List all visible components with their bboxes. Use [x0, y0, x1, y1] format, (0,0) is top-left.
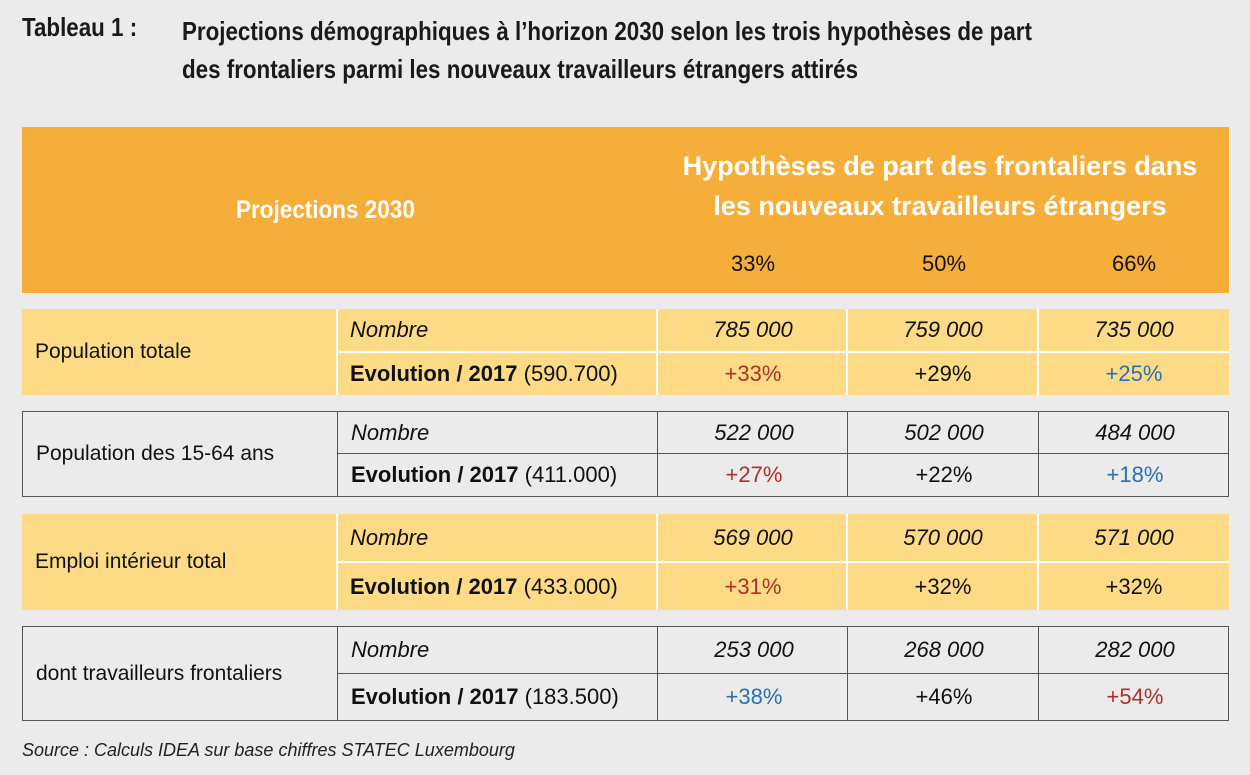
- hypotheses-line-1: Hypothèses de part des frontaliers dans: [682, 151, 1198, 181]
- row-group-population-15-64: Population des 15-64 ans Nombre Evolutio…: [22, 411, 1229, 497]
- nombre-label: Nombre: [350, 317, 429, 342]
- evolution-label: Evolution / 2017 (411.000): [339, 454, 657, 496]
- evolution-label: Evolution / 2017 (433.000): [338, 563, 656, 610]
- value-cell: 268 000: [904, 637, 984, 662]
- evolution-cell: +32%: [914, 573, 972, 599]
- value-cell: 502 000: [904, 419, 984, 445]
- value-cell: 785 000: [713, 317, 793, 342]
- evolution-cell: +33%: [724, 361, 782, 386]
- evolution-cell: +32%: [1105, 573, 1163, 599]
- value-cell: 735 000: [1094, 317, 1174, 342]
- nombre-label: Nombre: [351, 419, 430, 445]
- value-cell: 569 000: [713, 524, 793, 550]
- evolution-cell: +31%: [724, 573, 782, 599]
- source-note: Source : Calculs IDEA sur base chiffres …: [22, 740, 515, 760]
- evolution-base: (433.000): [523, 573, 618, 599]
- value-cell: 570 000: [903, 524, 983, 550]
- evolution-text: Evolution / 2017: [350, 573, 518, 599]
- evolution-base: (183.500): [524, 684, 619, 709]
- row-label: Population des 15-64 ans: [36, 442, 275, 465]
- evolution-cell: +46%: [915, 684, 973, 709]
- pct-header-66: 66%: [1111, 251, 1157, 276]
- row-group-population-totale: Population totale Nombre Evolution / 201…: [22, 309, 1229, 395]
- evolution-cell: +29%: [914, 361, 972, 386]
- row-label: Population totale: [35, 340, 192, 363]
- hypotheses-line-2: les nouveaux travailleurs étrangers: [713, 191, 1167, 221]
- value-cell: 522 000: [714, 419, 794, 445]
- table-header: [22, 127, 1229, 293]
- value-cell: 571 000: [1094, 524, 1174, 550]
- evolution-base: (590.700): [523, 361, 618, 386]
- evolution-cell: +54%: [1106, 684, 1164, 709]
- pct-header-50: 50%: [921, 251, 967, 276]
- evolution-cell: +25%: [1105, 361, 1163, 386]
- evolution-text: Evolution / 2017: [351, 684, 519, 709]
- evolution-text: Evolution / 2017: [350, 361, 518, 386]
- row-group-emploi-interieur: Emploi intérieur total Nombre Evolution …: [22, 514, 1229, 610]
- evolution-cell: +27%: [725, 462, 783, 487]
- evolution-cell: +38%: [725, 684, 783, 709]
- value-cell: 484 000: [1095, 419, 1175, 445]
- evolution-label: Evolution / 2017 (590.700): [338, 353, 656, 395]
- evolution-label: Evolution / 2017 (183.500): [339, 674, 657, 720]
- row-label: Emploi intérieur total: [35, 550, 227, 573]
- pct-header-33: 33%: [730, 251, 776, 276]
- row-group-frontaliers: dont travailleurs frontaliers Nombre Evo…: [22, 626, 1229, 721]
- projections-header: Projections 2030: [236, 196, 415, 224]
- title-line-1: Projections démographiques à l’horizon 2…: [182, 16, 1032, 46]
- title-line-2: des frontaliers parmi les nouveaux trava…: [182, 54, 859, 84]
- title-label: Tableau 1 :: [22, 12, 138, 42]
- value-cell: 253 000: [714, 637, 794, 662]
- nombre-label: Nombre: [351, 637, 430, 662]
- evolution-text: Evolution / 2017: [351, 462, 519, 487]
- evolution-cell: +18%: [1106, 462, 1164, 487]
- evolution-base: (411.000): [524, 462, 618, 487]
- row-label: dont travailleurs frontaliers: [36, 661, 283, 685]
- evolution-cell: +22%: [915, 462, 973, 487]
- title-text: Projections démographiques à l’horizon 2…: [182, 12, 1197, 88]
- hypotheses-header: Hypothèses de part des frontaliers dans …: [660, 146, 1220, 226]
- nombre-label: Nombre: [350, 524, 429, 550]
- value-cell: 282 000: [1095, 637, 1175, 662]
- value-cell: 759 000: [903, 317, 983, 342]
